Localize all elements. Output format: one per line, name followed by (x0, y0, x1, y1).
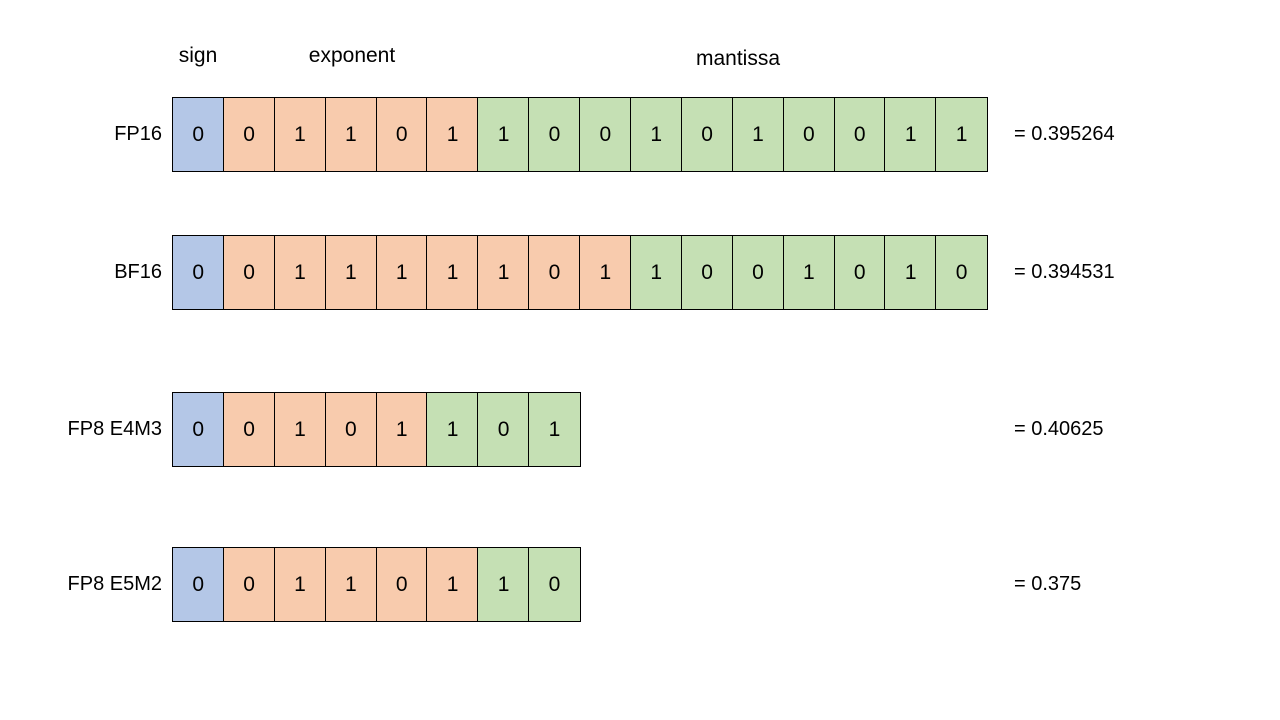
mantissa-bit-cell: 1 (630, 235, 683, 310)
exponent-bit-cell: 0 (222, 547, 276, 622)
decimal-value: = 0.394531 (1014, 261, 1115, 283)
mantissa-bit-cell: 1 (426, 392, 479, 467)
exponent-bit-cell: 1 (273, 97, 327, 172)
row-label: FP16 (114, 123, 162, 145)
mantissa-bit-cell: 0 (731, 235, 785, 310)
mantissa-bit-cell: 0 (680, 97, 734, 172)
exponent-bit-cell: 0 (222, 392, 276, 467)
row-label: FP8 E4M3 (67, 418, 162, 440)
bit-row-bf16: BF16 0 0 1 1 1 1 1 0 1 1 0 0 1 0 1 0 = 0.394531 (0, 235, 1280, 310)
row-label: FP8 E5M2 (67, 573, 162, 595)
exponent-bit-cell: 1 (477, 235, 530, 310)
exponent-bit-cell: 1 (324, 97, 378, 172)
exponent-bit-cell: 1 (426, 97, 479, 172)
exponent-bit-cell: 0 (222, 97, 276, 172)
mantissa-bit-cell: 0 (528, 97, 581, 172)
mantissa-bit-cell: 0 (833, 235, 886, 310)
exponent-bit-cell: 0 (375, 97, 428, 172)
exponent-bit-cell: 1 (273, 547, 327, 622)
mantissa-bit-cell: 1 (935, 97, 988, 172)
bit-row-fp8-e4m3: FP8 E4M3 0 0 1 0 1 1 0 1 = 0.40625 (0, 392, 1280, 467)
mantissa-bit-cell: 0 (833, 97, 886, 172)
exponent-bit-cell: 1 (375, 235, 428, 310)
mantissa-bit-cell: 1 (782, 235, 836, 310)
sign-bit-cell: 0 (172, 547, 225, 622)
mantissa-bit-cell: 1 (884, 235, 937, 310)
exponent-bit-cell: 1 (324, 235, 378, 310)
sign-field-header: sign (178, 44, 218, 67)
exponent-bit-cell: 0 (324, 392, 378, 467)
exponent-field-header: exponent (308, 44, 396, 67)
mantissa-bit-cell: 1 (630, 97, 683, 172)
mantissa-bit-cell: 0 (935, 235, 988, 310)
mantissa-bit-cell: 0 (579, 97, 632, 172)
exponent-bit-cell: 0 (222, 235, 276, 310)
mantissa-bit-cell: 0 (680, 235, 734, 310)
mantissa-field-header: mantissa (695, 47, 781, 70)
bit-row-fp8-e5m2: FP8 E5M2 0 0 1 1 0 1 1 0 = 0.375 (0, 547, 1280, 622)
sign-bit-cell: 0 (172, 235, 225, 310)
decimal-value: = 0.40625 (1014, 418, 1104, 440)
exponent-bit-cell: 1 (273, 235, 327, 310)
sign-bit-cell: 0 (172, 392, 225, 467)
mantissa-bit-cell: 1 (731, 97, 785, 172)
exponent-bit-cell: 1 (375, 392, 428, 467)
exponent-bit-cell: 0 (528, 235, 581, 310)
decimal-value: = 0.395264 (1014, 123, 1115, 145)
row-label: BF16 (114, 261, 162, 283)
mantissa-bit-cell: 1 (884, 97, 937, 172)
mantissa-bit-cell: 0 (528, 547, 581, 622)
exponent-bit-cell: 1 (579, 235, 632, 310)
exponent-bit-cell: 1 (324, 547, 378, 622)
mantissa-bit-cell: 1 (477, 547, 530, 622)
mantissa-bit-cell: 0 (782, 97, 836, 172)
exponent-bit-cell: 1 (426, 235, 479, 310)
bit-row-fp16: FP16 0 0 1 1 0 1 1 0 0 1 0 1 0 0 1 1 = 0.395264 (0, 97, 1280, 172)
exponent-bit-cell: 1 (426, 547, 479, 622)
exponent-bit-cell: 0 (375, 547, 428, 622)
sign-bit-cell: 0 (172, 97, 225, 172)
decimal-value: = 0.375 (1014, 573, 1082, 595)
exponent-bit-cell: 1 (273, 392, 327, 467)
mantissa-bit-cell: 1 (528, 392, 581, 467)
mantissa-bit-cell: 1 (477, 97, 530, 172)
mantissa-bit-cell: 0 (477, 392, 530, 467)
